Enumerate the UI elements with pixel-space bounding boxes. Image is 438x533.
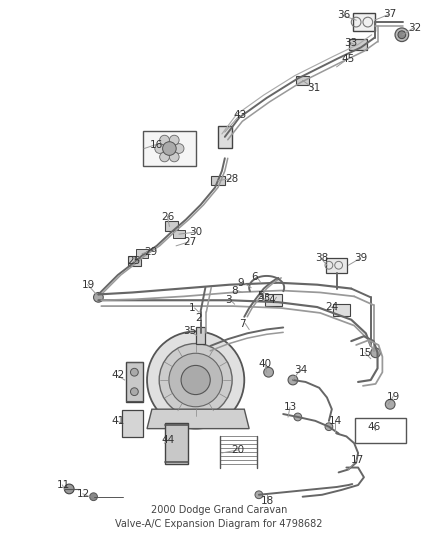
Circle shape (174, 144, 184, 154)
Text: 37: 37 (383, 9, 397, 19)
Text: 39: 39 (354, 253, 367, 263)
Text: 16: 16 (150, 140, 163, 150)
Text: 11: 11 (57, 480, 70, 490)
Text: 42: 42 (111, 370, 124, 380)
Bar (218, 126, 232, 148)
Circle shape (264, 367, 273, 377)
Bar (211, 176, 225, 185)
Text: 34: 34 (294, 365, 307, 375)
Text: 2: 2 (196, 313, 202, 323)
Circle shape (64, 484, 74, 494)
Text: 19: 19 (82, 280, 95, 290)
Bar (196, 327, 205, 344)
Text: 28: 28 (225, 174, 238, 184)
Circle shape (294, 413, 302, 421)
Text: 32: 32 (408, 23, 421, 33)
Bar (265, 294, 282, 306)
Circle shape (162, 142, 176, 155)
Text: 12: 12 (77, 489, 90, 499)
Text: 27: 27 (183, 237, 196, 247)
Text: 17: 17 (351, 455, 364, 465)
Circle shape (155, 144, 165, 154)
Circle shape (371, 348, 381, 358)
Bar (136, 249, 148, 258)
Bar (165, 423, 188, 464)
Polygon shape (147, 409, 249, 429)
Bar (353, 13, 374, 31)
Circle shape (169, 353, 223, 407)
Text: 33: 33 (257, 293, 270, 303)
Text: 31: 31 (307, 83, 321, 93)
Text: 26: 26 (162, 212, 175, 222)
Text: 1: 1 (189, 303, 195, 313)
Bar (143, 131, 196, 166)
Circle shape (147, 332, 244, 429)
Circle shape (160, 135, 170, 145)
Bar (122, 410, 143, 438)
Text: 9: 9 (237, 278, 244, 288)
Text: 40: 40 (259, 359, 272, 369)
Circle shape (385, 399, 395, 409)
Text: 29: 29 (144, 247, 157, 256)
Bar (126, 361, 143, 402)
Text: 2000 Dodge Grand Caravan
Valve-A/C Expansion Diagram for 4798682: 2000 Dodge Grand Caravan Valve-A/C Expan… (115, 505, 323, 529)
Text: 46: 46 (368, 422, 381, 432)
Circle shape (131, 368, 138, 376)
Circle shape (94, 293, 103, 302)
Bar (165, 222, 178, 231)
Text: 7: 7 (240, 319, 246, 329)
Text: 8: 8 (232, 286, 238, 295)
Circle shape (90, 493, 97, 500)
Text: 43: 43 (233, 110, 247, 120)
Bar (355, 418, 406, 443)
Text: 18: 18 (261, 496, 274, 506)
Bar (173, 230, 185, 238)
Circle shape (170, 152, 179, 162)
Text: 44: 44 (162, 435, 175, 445)
Text: 6: 6 (251, 272, 258, 282)
Bar (350, 38, 367, 50)
Text: 20: 20 (232, 445, 245, 455)
Circle shape (398, 31, 406, 38)
Text: 30: 30 (189, 227, 202, 237)
Text: 19: 19 (387, 392, 400, 401)
Text: 33: 33 (344, 37, 358, 47)
Bar (333, 304, 350, 316)
Circle shape (255, 491, 263, 499)
Circle shape (159, 344, 232, 416)
Text: 38: 38 (315, 253, 328, 263)
Text: 36: 36 (337, 10, 350, 20)
Bar (296, 76, 310, 85)
Bar (127, 256, 141, 266)
Bar (326, 258, 347, 272)
Text: 5: 5 (257, 292, 264, 301)
Text: 45: 45 (342, 54, 355, 64)
Circle shape (181, 366, 210, 394)
Circle shape (325, 423, 333, 431)
Text: 25: 25 (127, 256, 141, 266)
Circle shape (160, 152, 170, 162)
Circle shape (395, 28, 409, 42)
Text: 15: 15 (359, 348, 372, 358)
Circle shape (131, 388, 138, 395)
Text: 41: 41 (111, 416, 124, 426)
Circle shape (288, 375, 298, 385)
Text: 24: 24 (325, 302, 338, 312)
Text: 4: 4 (268, 295, 275, 305)
Circle shape (170, 135, 179, 145)
Text: 35: 35 (183, 326, 196, 336)
Text: 13: 13 (284, 402, 297, 412)
Text: 14: 14 (329, 416, 342, 426)
Text: 3: 3 (225, 295, 231, 305)
